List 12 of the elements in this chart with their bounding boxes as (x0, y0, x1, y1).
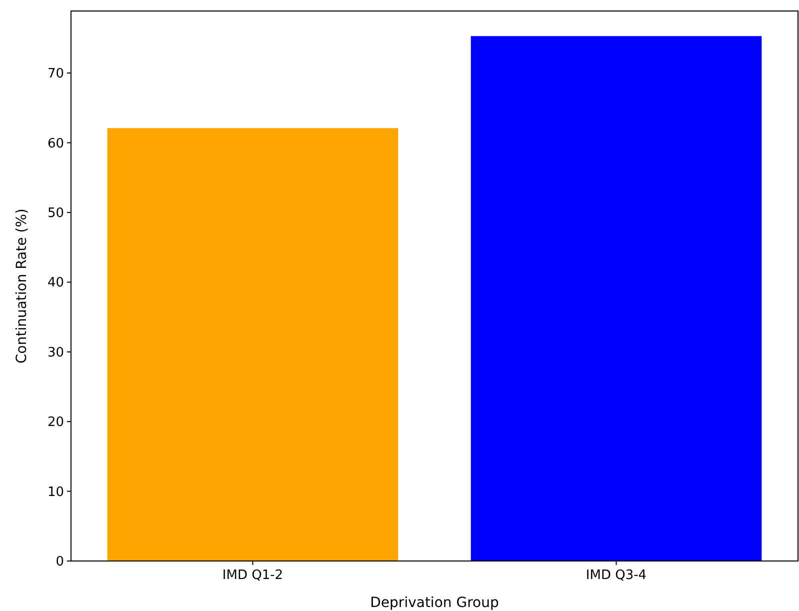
y-tick-label: 60 (47, 136, 64, 152)
y-tick-label: 0 (56, 554, 64, 570)
y-tick-label: 50 (47, 206, 64, 222)
y-tick-label: 30 (47, 345, 64, 360)
y-axis-title: Continuation Rate (%) (14, 208, 30, 364)
y-tick-label: 10 (47, 484, 64, 500)
y-tick-label: 20 (47, 415, 64, 430)
y-tick-label: 40 (47, 276, 64, 291)
y-tick-label: 70 (47, 66, 64, 82)
x-tick-label: IMD Q3-4 (586, 568, 647, 583)
x-tick-label: IMD Q1-2 (222, 568, 284, 583)
x-axis-title: Deprivation Group (370, 595, 499, 611)
